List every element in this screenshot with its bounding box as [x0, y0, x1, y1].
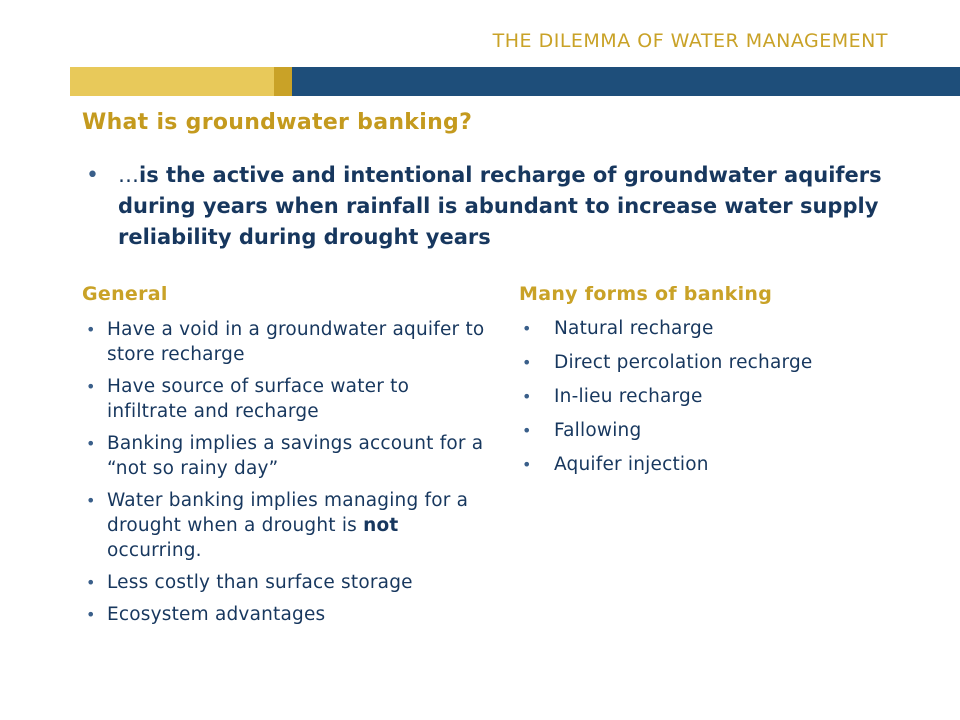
list-item: • In-lieu recharge [519, 384, 919, 409]
list-item: • Less costly than surface storage [82, 570, 492, 595]
main-bullet-text: …is the active and intentional recharge … [118, 160, 882, 253]
list-item: • Have a void in a groundwater aquifer t… [82, 317, 492, 367]
list-item-text: Natural recharge [554, 318, 714, 339]
list-item-text: Have source of surface water to infiltra… [107, 376, 410, 422]
list-item-text: Have a void in a groundwater aquifer to … [107, 319, 485, 365]
right-column-list: • Natural recharge • Direct percolation … [519, 316, 919, 486]
bullet-icon: • [522, 353, 532, 372]
main-bullet-prefix: … [118, 163, 139, 187]
list-item: • Fallowing [519, 418, 919, 443]
header-band-blue [292, 67, 960, 96]
left-column-list: • Have a void in a groundwater aquifer t… [82, 317, 492, 634]
list-item-text: Banking implies a savings account for a … [107, 433, 484, 479]
bullet-icon: • [86, 163, 99, 188]
list-item: • Aquifer injection [519, 452, 919, 477]
list-item: • Water banking implies managing for a d… [82, 488, 492, 563]
header-title: THE DILEMMA OF WATER MANAGEMENT [492, 30, 888, 52]
list-item: • Ecosystem advantages [82, 602, 492, 627]
header-band-gold [70, 67, 274, 96]
list-item: • Banking implies a savings account for … [82, 431, 492, 481]
main-bullet-body: is the active and intentional recharge o… [118, 163, 882, 249]
bullet-icon: • [86, 605, 96, 624]
list-item-text: Direct percolation recharge [554, 352, 813, 373]
bullet-icon: • [522, 319, 532, 338]
bullet-icon: • [86, 491, 96, 510]
bullet-icon: • [86, 377, 96, 396]
right-column-heading: Many forms of banking [519, 283, 773, 305]
list-item-emphasis: not [363, 515, 399, 536]
bullet-icon: • [86, 434, 96, 453]
bullet-icon: • [86, 320, 96, 339]
bullet-icon: • [86, 573, 96, 592]
list-item-text-before: Water banking implies managing for a dro… [107, 490, 469, 536]
list-item-text: Water banking implies managing for a dro… [107, 488, 492, 563]
slide-title: What is groundwater banking? [82, 110, 473, 135]
main-bullet: • …is the active and intentional recharg… [82, 160, 882, 253]
list-item-text: Aquifer injection [554, 454, 709, 475]
list-item-text-after: occurring. [107, 540, 202, 561]
list-item-text: Ecosystem advantages [107, 604, 326, 625]
list-item-text: Less costly than surface storage [107, 572, 413, 593]
bullet-icon: • [522, 421, 532, 440]
bullet-icon: • [522, 455, 532, 474]
header-band-gold-dark [274, 67, 292, 96]
list-item-text: In-lieu recharge [554, 386, 703, 407]
list-item: • Have source of surface water to infilt… [82, 374, 492, 424]
list-item: • Direct percolation recharge [519, 350, 919, 375]
list-item-text: Fallowing [554, 420, 642, 441]
list-item: • Natural recharge [519, 316, 919, 341]
left-column-heading: General [82, 283, 168, 305]
bullet-icon: • [522, 387, 532, 406]
